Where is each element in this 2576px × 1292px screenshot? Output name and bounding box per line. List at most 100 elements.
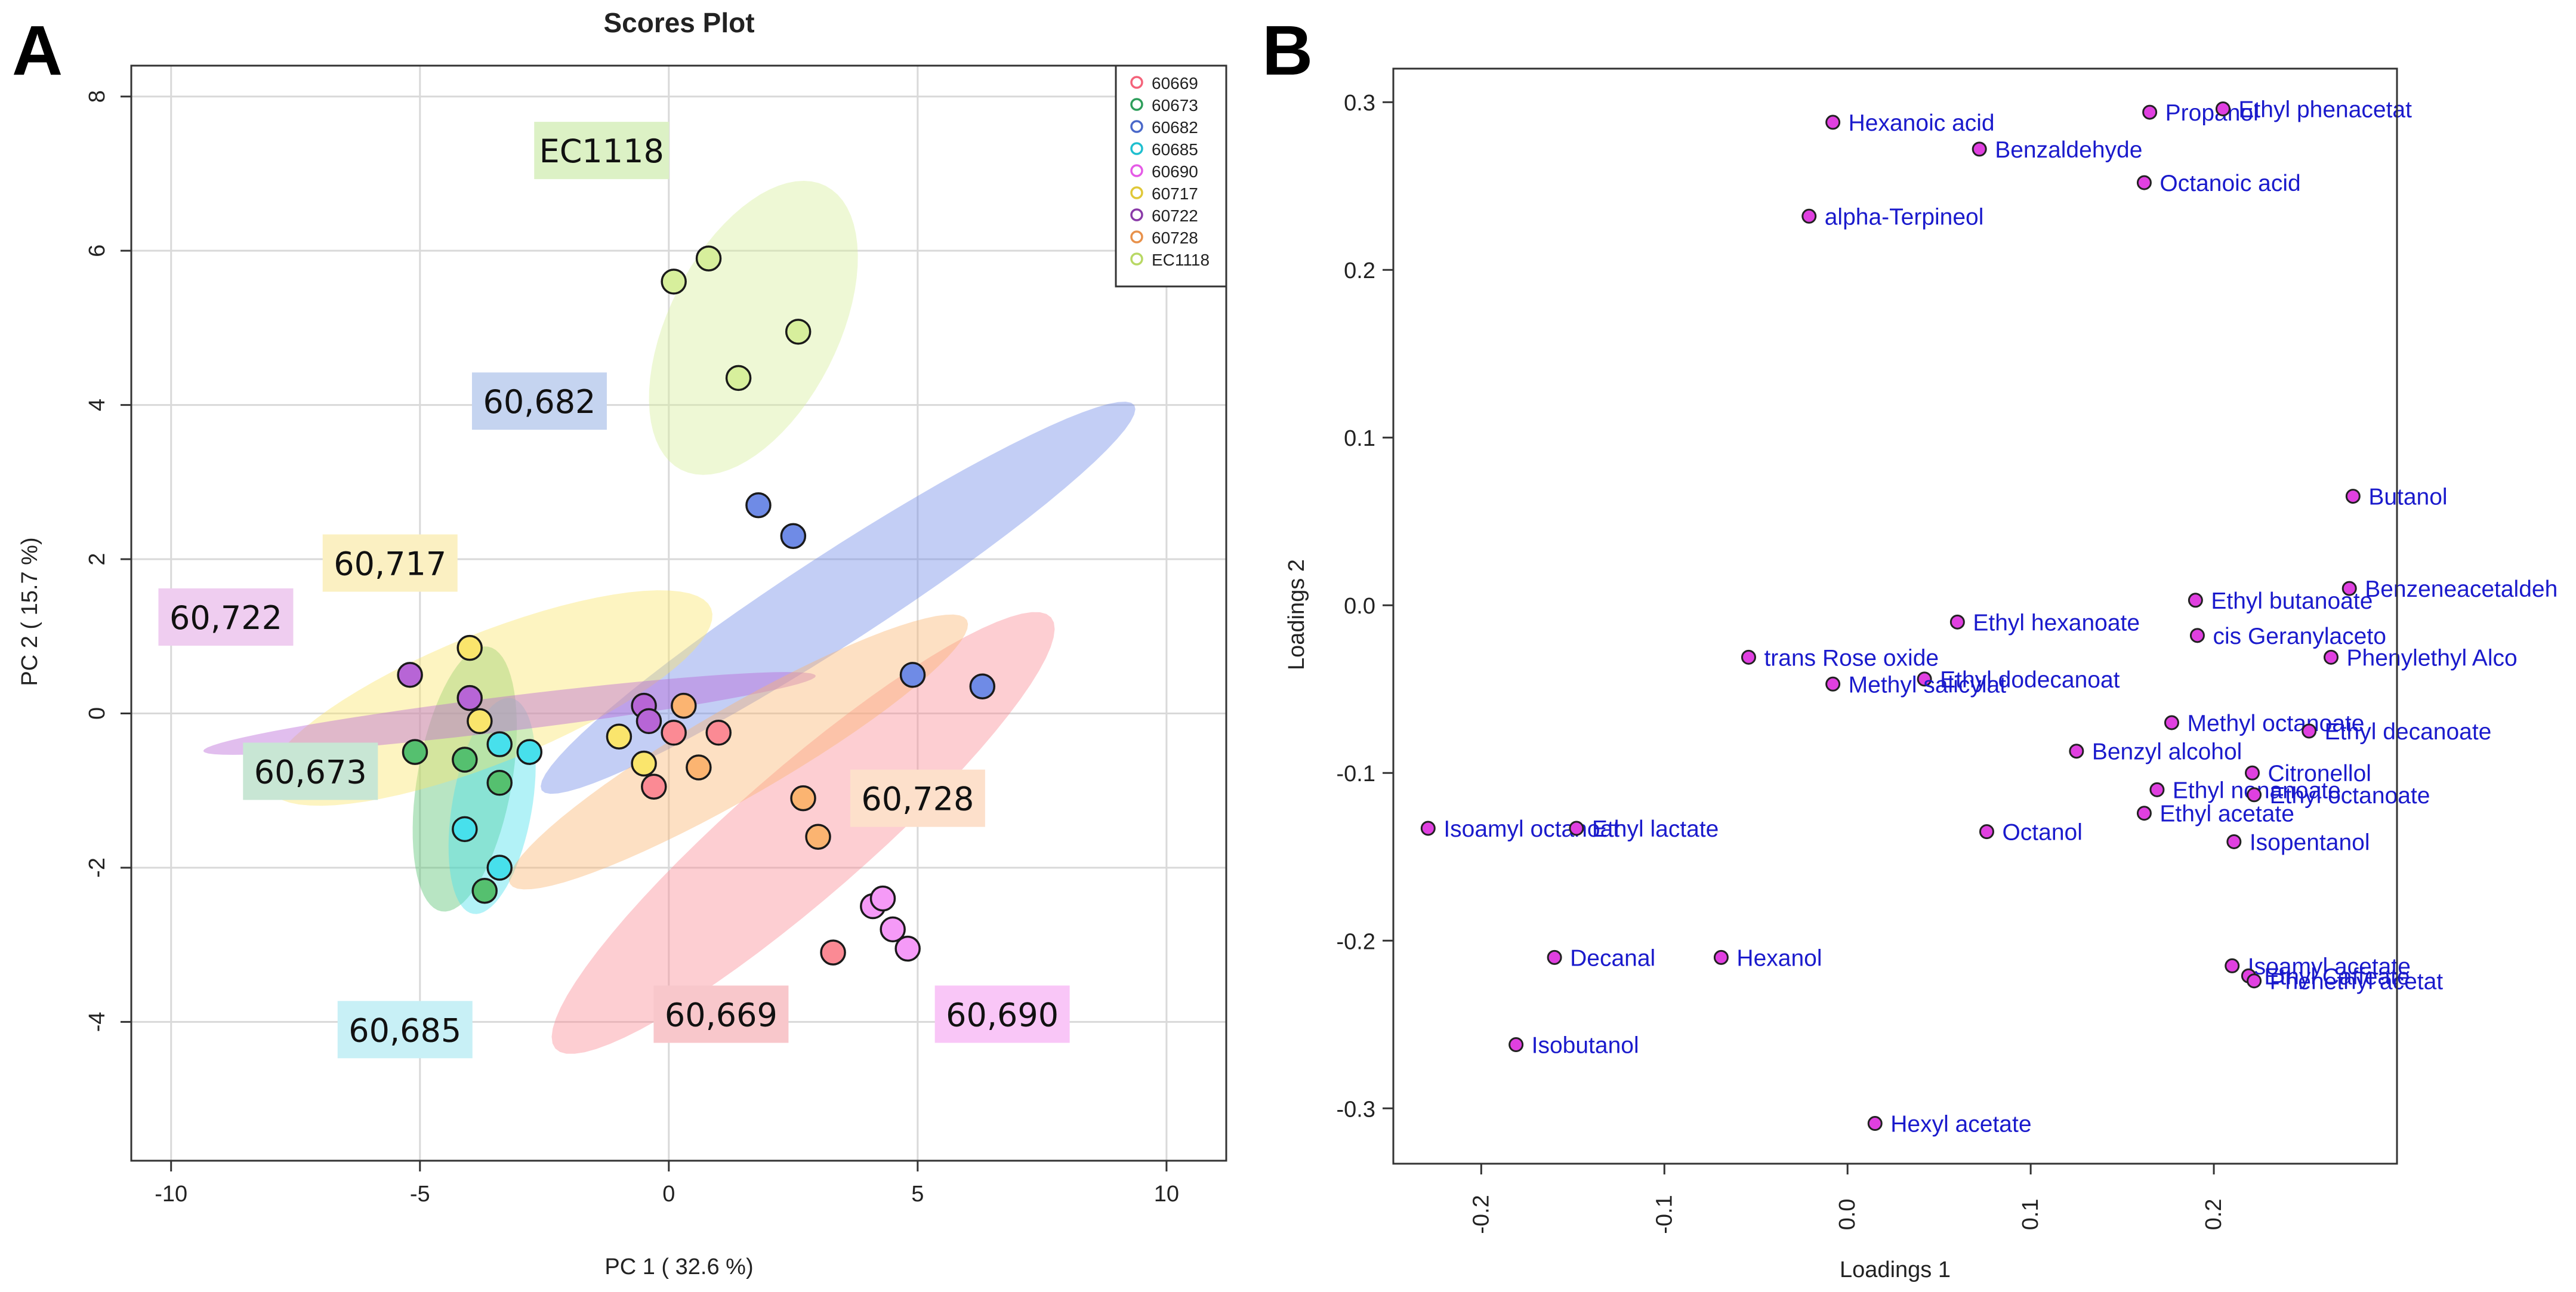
group-label: 60,682: [483, 383, 596, 421]
y-tick-label: 0.2: [1344, 258, 1375, 283]
loading-label: alpha-Terpineol: [1825, 204, 1984, 230]
y-tick-label: 6: [85, 245, 110, 257]
y-tick-label: 4: [85, 399, 110, 411]
loadings-plot-frame: [1392, 67, 2398, 1165]
loading-label: Benzeneacetaldeh: [2365, 576, 2558, 602]
legend-marker-60728: [1130, 230, 1143, 243]
y-tick-label: 2: [85, 553, 110, 565]
group-label-bg: [850, 769, 985, 827]
loading-point: [2189, 628, 2205, 643]
y-tick-label: 0.1: [1344, 426, 1375, 451]
loading-point: [2226, 834, 2242, 849]
group-labels: EC1118 60,682 60,717 60,722 60,673 60,728 60,6…: [158, 122, 1070, 1059]
loading-point: [2247, 787, 2262, 803]
loading-label: Benzaldehyde: [1995, 137, 2142, 163]
x-tick-label: 5: [911, 1182, 924, 1207]
loading-point: [2302, 723, 2317, 739]
score-points: [397, 245, 996, 966]
score-point-60722: [635, 708, 662, 735]
ellipse-60728: [508, 614, 968, 890]
score-point-EC1118: [725, 365, 752, 391]
loading-label: Hexyl acetate: [1890, 1112, 2031, 1137]
loading-point: [2136, 175, 2152, 190]
legend-label: 60690: [1152, 162, 1198, 181]
loading-label: Ethyl dodecanoat: [1940, 667, 2120, 693]
loading-label: Ethyl decanoate: [2325, 719, 2492, 745]
loading-point: [2247, 973, 2262, 989]
group-label-bg: [158, 588, 294, 646]
legend-marker-60682: [1130, 120, 1143, 133]
loading-point: [1949, 614, 1965, 630]
scores-x-axis-label: PC 1 ( 32.6 %): [604, 1254, 753, 1279]
y-tick-label: 0: [85, 707, 110, 720]
loading-point: [2142, 104, 2158, 120]
loading-point: [1972, 141, 1987, 157]
legend-label: 60728: [1152, 229, 1198, 247]
y-tick-label: -0.2: [1337, 929, 1375, 954]
loading-label: Isoamyl octanoat: [1443, 816, 1619, 842]
y-tick-label: -2: [85, 858, 110, 878]
score-point-60717: [467, 708, 493, 735]
loading-point: [1741, 649, 1756, 665]
x-tick-label: -0.2: [1469, 1195, 1494, 1234]
loading-label: cis Geranylaceto: [2213, 624, 2386, 649]
x-tick-label: 0.1: [2018, 1199, 2043, 1231]
loading-label: Ethyl acetate: [2159, 801, 2294, 827]
score-point-EC1118: [695, 245, 722, 272]
loading-point: [2324, 649, 2339, 665]
score-point-60722: [397, 662, 423, 688]
legend-label: 60669: [1152, 74, 1198, 92]
score-point-60669: [820, 939, 846, 966]
confidence-ellipses: [203, 181, 1136, 1054]
scores-plot-panel: A Scores Plot EC111860,68260,71760,72260…: [12, 7, 1227, 1279]
group-label: 60,673: [254, 753, 367, 791]
ellipse-60722: [203, 672, 816, 755]
score-point-60717: [606, 723, 633, 750]
loading-point: [1979, 824, 1994, 840]
y-tick-label: -0.3: [1337, 1097, 1375, 1122]
legend-marker-60717: [1130, 186, 1143, 199]
legend-label: 60685: [1152, 140, 1198, 159]
loading-label: Methyl octanoate: [2187, 711, 2364, 736]
loading-point: [2164, 715, 2179, 730]
score-point-60682: [969, 673, 996, 700]
loading-point: [2215, 101, 2231, 116]
ellipse-60673: [412, 646, 517, 912]
group-label: 60,685: [348, 1012, 461, 1049]
x-tick-label: 0.2: [2201, 1199, 2226, 1231]
legend-marker-60669: [1130, 76, 1143, 89]
loading-label: Octanoic acid: [2159, 171, 2300, 196]
score-point-60728: [686, 754, 712, 781]
score-point-60728: [805, 824, 831, 850]
loading-point: [1569, 821, 1584, 836]
scores-y-axis-label: PC 2 ( 15.7 %): [17, 537, 42, 686]
group-label-bg: [322, 534, 458, 592]
score-point-60728: [790, 785, 816, 812]
loading-label: Butanol: [2368, 485, 2447, 510]
score-point-60673: [486, 770, 513, 796]
group-label: EC1118: [539, 132, 664, 170]
score-point-60690: [869, 885, 896, 912]
loading-label: trans Rose oxide: [1764, 645, 1939, 671]
score-point-60673: [471, 877, 498, 904]
loading-point: [2245, 765, 2260, 781]
legend-label: 60722: [1152, 206, 1198, 225]
panel-letter-b: B: [1262, 11, 1313, 90]
loading-point: [2188, 593, 2203, 608]
score-point-60728: [671, 692, 697, 719]
loading-point: [1801, 208, 1817, 224]
loading-point: [2136, 806, 2152, 821]
score-point-60682: [780, 523, 807, 550]
loading-label: Hexanol: [1736, 945, 1822, 971]
score-point-60722: [456, 684, 483, 711]
legend-label: 60682: [1152, 118, 1198, 137]
legend-label: 60717: [1152, 184, 1198, 203]
loading-label: Ethyl octanoate: [2270, 783, 2430, 809]
loading-label: Ethyl Caffeate: [2264, 964, 2410, 989]
score-point-60669: [661, 720, 687, 746]
legend: 60669 60673 60682 60685 60690 60717 60722 60728…: [1115, 64, 1227, 288]
loading-label: Methyl salicylat: [1849, 672, 2007, 698]
group-label-bg: [934, 985, 1070, 1043]
group-label: 60,717: [334, 545, 446, 583]
